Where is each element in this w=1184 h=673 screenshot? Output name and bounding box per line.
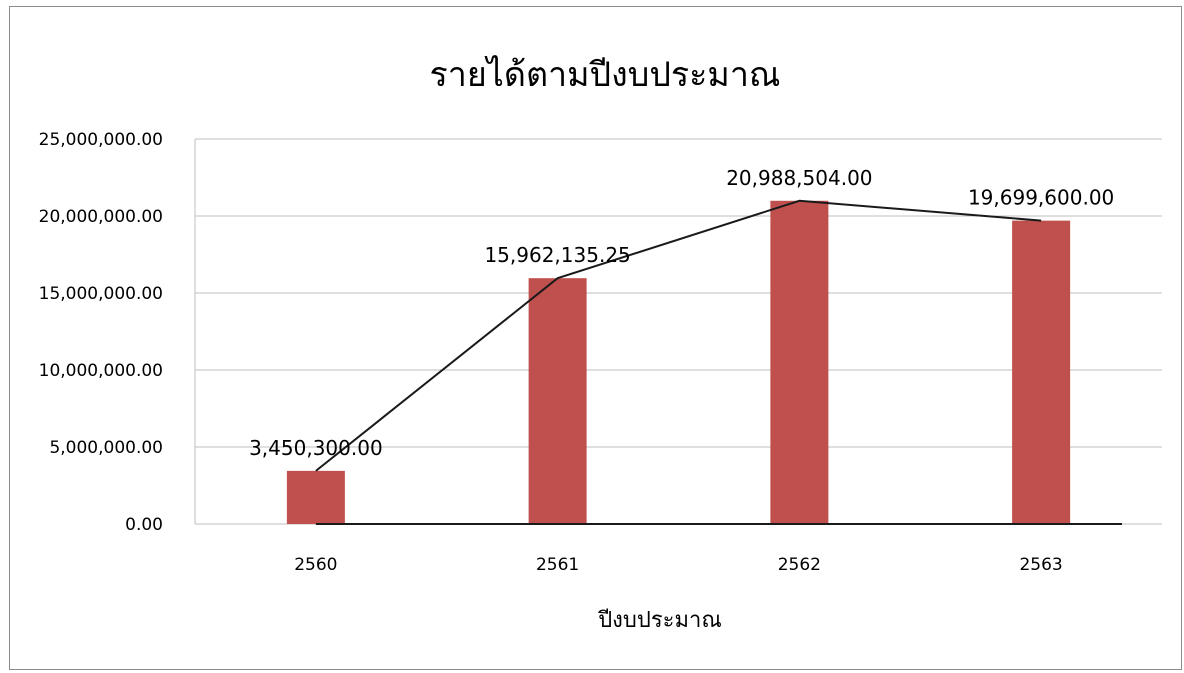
y-tick-label: 15,000,000.00: [39, 284, 163, 304]
data-label: 19,699,600.00: [968, 186, 1114, 210]
bars: [286, 200, 1071, 524]
y-tick-label: 25,000,000.00: [39, 130, 163, 150]
x-axis-title: ปีงบประมาณ: [597, 608, 722, 633]
x-tick-label: 2562: [778, 555, 821, 575]
x-tick-label: 2561: [536, 555, 579, 575]
chart-title: รายได้ตามปีงบประมาณ: [430, 55, 781, 95]
trend-line: [315, 199, 1042, 472]
bar-2563: [1012, 220, 1071, 524]
data-label: 3,450,300.00: [249, 436, 383, 460]
x-axis-categories: 2560 2561 2562 2563: [294, 555, 1063, 575]
y-tick-label: 5,000,000.00: [49, 438, 163, 458]
data-label: 15,962,135.25: [484, 243, 630, 267]
x-tick-label: 2563: [1019, 555, 1062, 575]
bar-2560: [286, 470, 345, 524]
bar-2562: [770, 200, 829, 524]
overlay-line-layer: [315, 199, 1122, 525]
y-tick-label: 20,000,000.00: [39, 207, 163, 227]
y-tick-label: 10,000,000.00: [39, 361, 163, 381]
chart-frame: [9, 6, 1182, 670]
data-label: 20,988,504.00: [726, 166, 872, 190]
bar-2561: [528, 278, 587, 524]
y-tick-label: 0.00: [125, 515, 163, 535]
y-axis-ticks: 0.00 5,000,000.00 10,000,000.00 15,000,000.…: [39, 130, 163, 535]
x-tick-label: 2560: [294, 555, 337, 575]
data-labels: 3,450,300.00 15,962,135.25 20,988,504.00 19…: [249, 166, 1114, 460]
